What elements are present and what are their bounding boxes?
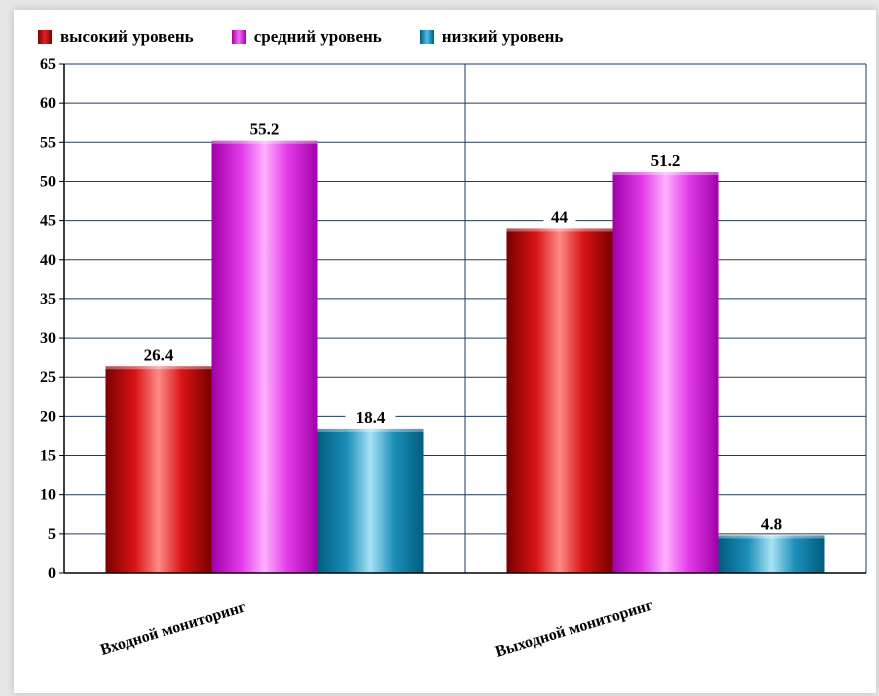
y-tick-label: 5 — [48, 526, 56, 543]
legend-item-high: высокий уровень — [38, 27, 194, 47]
y-tick-label: 10 — [40, 487, 56, 504]
data-label: 26.4 — [144, 345, 174, 364]
legend-swatch-high — [38, 30, 52, 44]
y-tick-label: 0 — [48, 565, 56, 582]
legend-label-low: низкий уровень — [441, 27, 564, 46]
y-tick-label: 40 — [40, 252, 56, 269]
y-tick-label: 50 — [40, 173, 56, 190]
bar — [105, 366, 212, 573]
legend-label-medium: средний уровень — [253, 27, 382, 46]
bar-top-highlight — [105, 366, 212, 370]
y-tick-label: 20 — [40, 408, 56, 425]
legend-swatch-medium — [231, 30, 246, 44]
bar — [506, 228, 613, 573]
bar-top-highlight — [317, 428, 424, 432]
y-tick-label: 45 — [40, 213, 56, 230]
bar — [317, 428, 424, 573]
bar-top-highlight — [718, 535, 825, 539]
data-label: 18.4 — [356, 408, 386, 427]
legend-label-high: высокий уровень — [60, 27, 194, 46]
legend-item-medium: средний уровень — [231, 27, 382, 47]
data-label-bg — [133, 344, 184, 364]
y-tick-label: 15 — [40, 448, 56, 465]
bar — [718, 535, 825, 573]
data-label: 4.8 — [761, 514, 782, 533]
bar — [612, 172, 719, 573]
y-tick-label: 65 — [40, 56, 56, 73]
y-tick-label: 35 — [40, 291, 56, 308]
bar-top-highlight — [506, 228, 613, 232]
y-tick-label: 30 — [40, 330, 56, 347]
y-tick-label: 25 — [40, 369, 56, 386]
bar — [211, 140, 318, 574]
bar-top-highlight — [612, 172, 719, 176]
data-label-bg — [543, 206, 576, 226]
data-label-bg — [640, 150, 691, 170]
chart-legend: высокий уровень средний уровень низкий у… — [38, 26, 563, 48]
y-tick-label: 60 — [40, 95, 56, 112]
data-label: 51.2 — [651, 151, 681, 170]
x-category-label: Выходной мониторинг — [493, 597, 655, 661]
bar-top-highlight — [211, 140, 318, 144]
data-label: 44 — [551, 207, 569, 226]
legend-swatch-low — [419, 30, 434, 44]
x-category-label: Входной мониторинг — [98, 598, 248, 658]
data-label-bg — [239, 118, 290, 138]
data-label-bg — [751, 513, 792, 533]
data-label-bg — [345, 406, 396, 426]
y-tick-label: 55 — [40, 134, 56, 151]
data-label: 55.2 — [250, 120, 280, 139]
legend-item-low: низкий уровень — [419, 27, 564, 47]
